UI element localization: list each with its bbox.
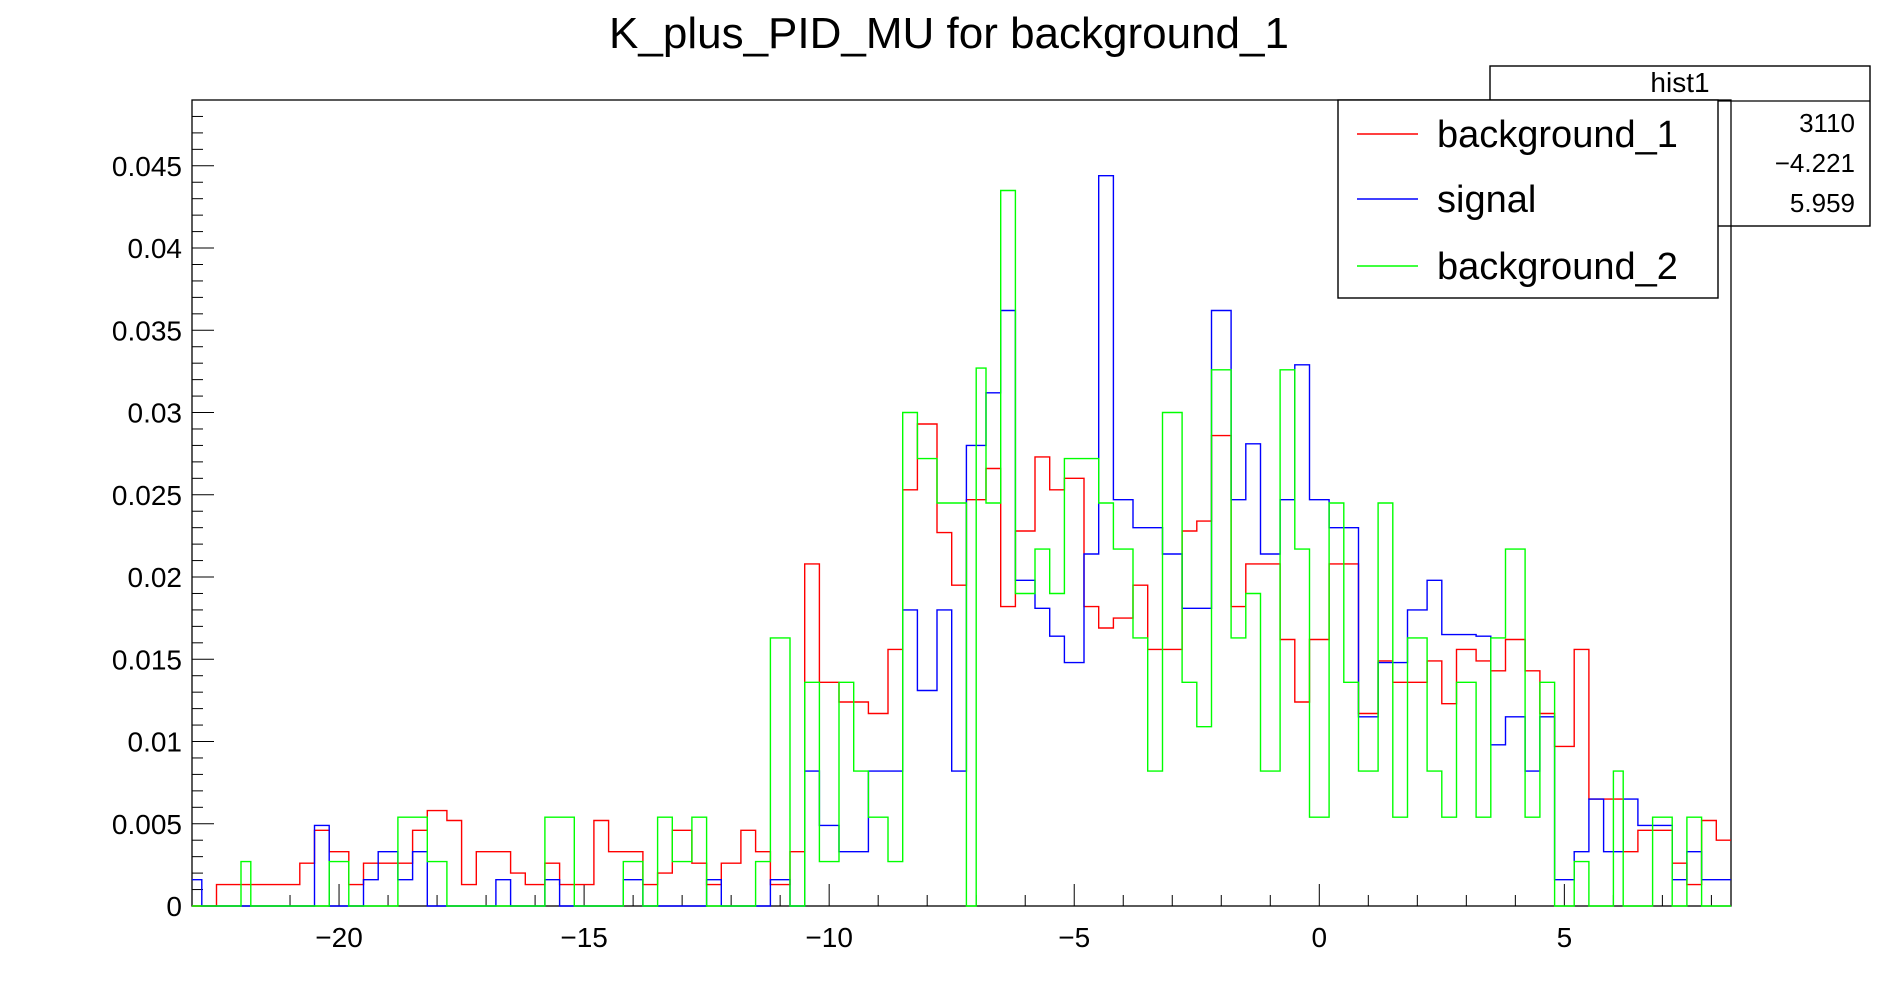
legend-label-background-1: background_1 [1437, 114, 1678, 156]
series-line-signal [192, 175, 1731, 907]
stats-value-mean: −4.221 [1775, 148, 1855, 178]
series-signal [192, 175, 1731, 907]
x-tick-label: 5 [1557, 922, 1573, 953]
y-tick-label: 0.035 [112, 315, 182, 346]
series-line-background-2 [192, 189, 1731, 907]
stats-value-entries: 3110 [1799, 108, 1855, 138]
y-tick-label: 0.03 [128, 398, 183, 429]
y-tick-label: 0.025 [112, 480, 182, 511]
x-tick-label: −20 [315, 922, 363, 953]
legend: background_1 signal background_2 [1337, 99, 1719, 299]
y-tick-label: 0 [166, 891, 182, 922]
x-tick-label: −10 [805, 922, 853, 953]
legend-label-background-2: background_2 [1437, 246, 1678, 288]
series-background-2 [192, 189, 1731, 907]
stats-box-title: hist1 [1650, 67, 1709, 98]
x-tick-label: 0 [1312, 922, 1328, 953]
chart-title: K_plus_PID_MU for background_1 [609, 9, 1289, 58]
x-tick-label: −15 [560, 922, 608, 953]
y-tick-label: 0.015 [112, 644, 182, 675]
plot-frame [191, 99, 1732, 907]
legend-label-signal: signal [1437, 179, 1536, 221]
y-tick-label: 0.045 [112, 151, 182, 182]
y-tick-label: 0.01 [128, 727, 183, 758]
x-tick-label: −5 [1058, 922, 1090, 953]
y-tick-label: 0.04 [128, 233, 183, 264]
y-tick-label: 0.02 [128, 562, 183, 593]
plot-area: 0 0.005 0.01 0.015 0.02 0.025 0.03 0.035 0.04 0.0… [112, 99, 1732, 953]
y-tick-label: 0.005 [112, 809, 182, 840]
stats-value-std-dev: 5.959 [1790, 188, 1855, 218]
